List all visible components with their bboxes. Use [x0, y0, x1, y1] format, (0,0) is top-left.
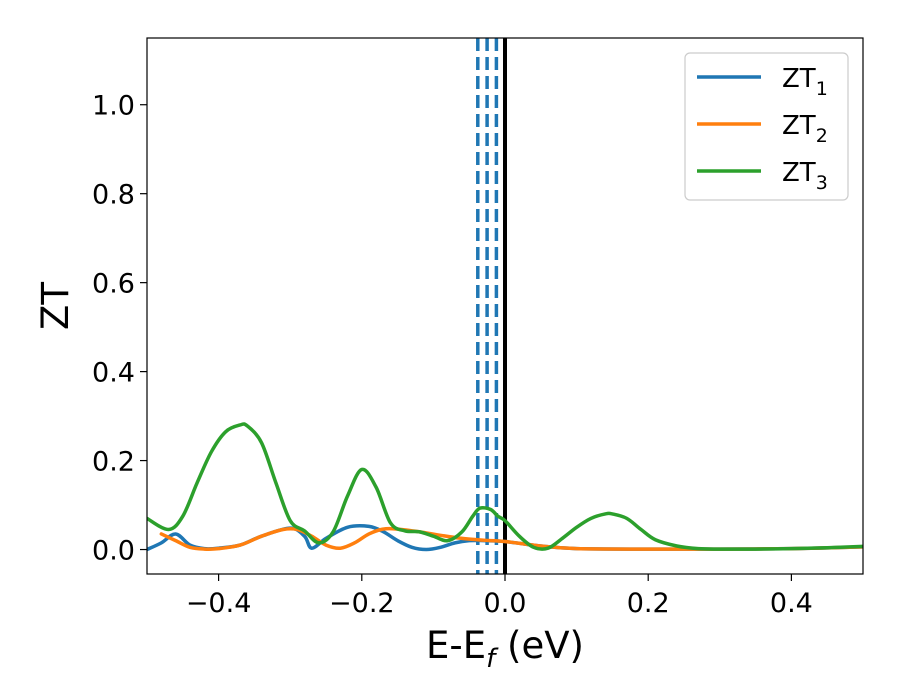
y-axis-title: ZT [34, 282, 77, 330]
series-line-zt2 [159, 526, 863, 551]
x-tick-label: 0.2 [627, 588, 670, 619]
legend-box [684, 52, 849, 201]
y-tick-label: 1.0 [92, 91, 135, 122]
legend-label: ZT2 [782, 111, 828, 147]
y-tick-label: 0.0 [92, 536, 135, 567]
y-tick-label: 0.8 [92, 180, 135, 211]
legend-label: ZT3 [782, 158, 828, 194]
legend: ZT1 ZT2 ZT3 [684, 52, 849, 201]
legend-label: ZT1 [782, 64, 828, 100]
x-tick-label: 0.4 [770, 588, 813, 619]
series-line-zt3 [147, 422, 863, 551]
y-tick-label: 0.4 [92, 358, 135, 389]
y-tick-label: 0.6 [92, 269, 135, 300]
x-tick-label: −0.4 [186, 588, 252, 619]
x-tick-label: 0.0 [484, 588, 527, 619]
x-axis-title: E-Ef (eV) [426, 624, 584, 674]
y-tick-label: 0.2 [92, 447, 135, 478]
x-tick-label: −0.2 [329, 588, 395, 619]
